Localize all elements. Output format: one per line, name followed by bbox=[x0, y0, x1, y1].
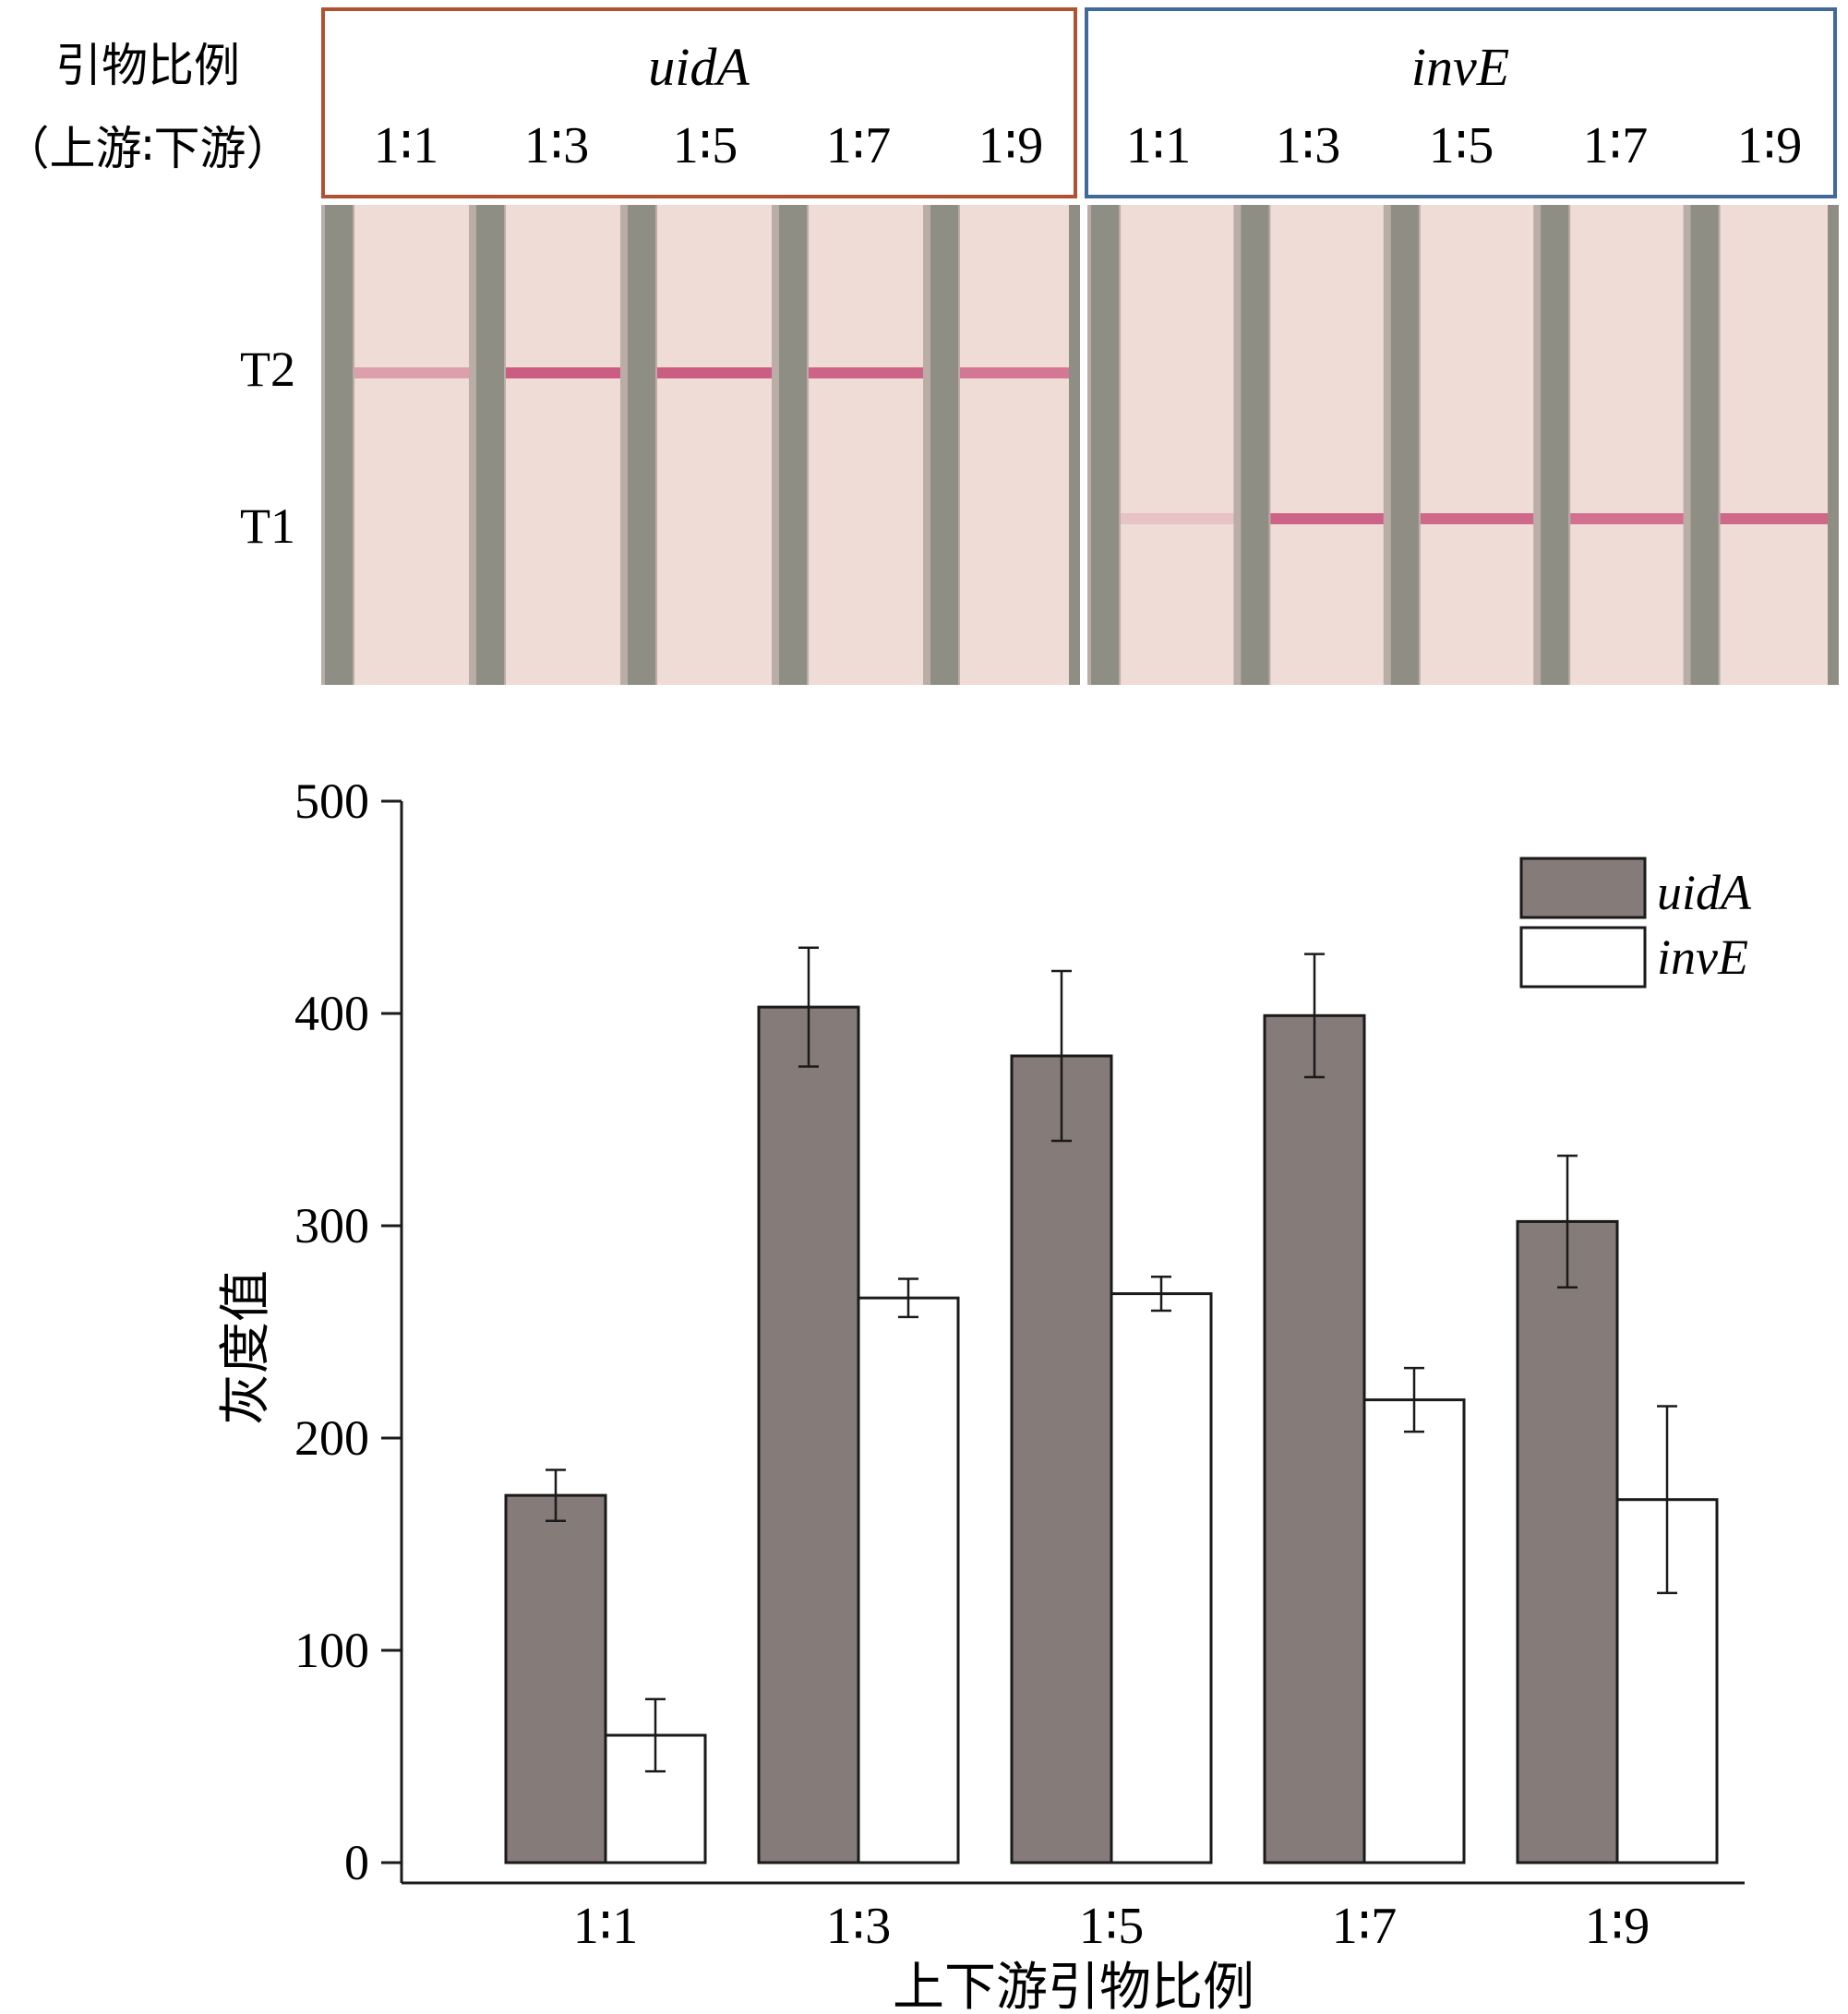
test-line-band bbox=[657, 367, 772, 378]
bar-uidA-2 bbox=[757, 1005, 860, 1864]
gene-title-uida: uidA bbox=[648, 37, 750, 97]
frame-uida bbox=[321, 7, 1077, 198]
strip-divider bbox=[1241, 205, 1269, 685]
test-strip bbox=[1720, 205, 1833, 685]
test-line-band bbox=[354, 367, 469, 378]
bar-series bbox=[504, 946, 1719, 1864]
x-tick-label: 1∶9 bbox=[1585, 1898, 1650, 1955]
test-strip bbox=[1121, 205, 1234, 685]
strip-divider bbox=[1828, 205, 1839, 685]
legend-swatch-inve bbox=[1519, 926, 1647, 989]
strip-divider bbox=[1091, 205, 1119, 685]
test-line-band bbox=[809, 367, 923, 378]
x-axis-ticks: 1∶1 1∶3 1∶5 1∶7 1∶9 bbox=[573, 1898, 1650, 1955]
y-axis-ticks: 0 100 200 300 400 500 bbox=[294, 773, 402, 1890]
strip-photo-uida bbox=[321, 205, 1080, 685]
test-line-band bbox=[1270, 513, 1384, 524]
bar-uidA-5 bbox=[1516, 1219, 1619, 1864]
x-tick-label: 1∶5 bbox=[1079, 1898, 1145, 1955]
y-tick-label: 300 bbox=[294, 1198, 369, 1253]
strip-divider bbox=[1541, 205, 1569, 685]
y-axis-label: 灰度值 bbox=[216, 1270, 276, 1425]
ratio-label-inve-1: 1∶1 bbox=[1126, 117, 1192, 174]
frame-inve bbox=[1085, 7, 1837, 198]
ratio-label-uida-1: 1∶1 bbox=[374, 117, 439, 174]
legend-swatch-uida bbox=[1519, 857, 1647, 919]
bar-uidA-4 bbox=[1263, 1013, 1366, 1864]
ratio-label-uida-2: 1∶3 bbox=[524, 117, 590, 174]
test-strip bbox=[960, 205, 1074, 685]
y-tick-label: 100 bbox=[294, 1623, 369, 1678]
strip-divider bbox=[1069, 205, 1080, 685]
strip-divider bbox=[779, 205, 807, 685]
legend: uidA invE bbox=[1519, 857, 1752, 989]
bar-uidA-1 bbox=[504, 1493, 607, 1864]
strip-divider bbox=[628, 205, 655, 685]
test-line-band bbox=[506, 367, 620, 378]
strip-divider bbox=[930, 205, 958, 685]
ratio-label-inve-2: 1∶3 bbox=[1276, 117, 1341, 174]
y-tick-label: 0 bbox=[344, 1835, 369, 1890]
bar-invE-4 bbox=[1362, 1398, 1466, 1864]
test-strip bbox=[1420, 205, 1534, 685]
test-strip bbox=[1270, 205, 1384, 685]
test-strip bbox=[809, 205, 923, 685]
upstream-downstream-label: （上游∶下游） bbox=[3, 122, 292, 175]
bar-invE-3 bbox=[1110, 1292, 1213, 1864]
strip-divider bbox=[1390, 205, 1419, 685]
test-strip bbox=[1570, 205, 1684, 685]
test-line-band bbox=[1570, 513, 1684, 524]
y-tick-label: 400 bbox=[294, 986, 369, 1041]
bar-invE-2 bbox=[857, 1296, 960, 1864]
strip-divider bbox=[325, 205, 353, 685]
chart-axes bbox=[400, 801, 1745, 1885]
bar-chart: 0 100 200 300 400 500 1∶1 1∶3 1∶5 1∶7 1∶9 灰度值 上下游… bbox=[216, 773, 1752, 2014]
y-tick-label: 500 bbox=[294, 773, 369, 829]
ratio-label-inve-4: 1∶7 bbox=[1583, 117, 1649, 174]
x-tick-label: 1∶7 bbox=[1332, 1898, 1398, 1955]
line-label-t1: T1 bbox=[240, 498, 295, 554]
strip-photo-inve bbox=[1087, 205, 1839, 685]
test-line-band bbox=[960, 367, 1074, 378]
x-tick-label: 1∶1 bbox=[573, 1898, 639, 1955]
test-line-band bbox=[1420, 513, 1534, 524]
line-label-t2: T2 bbox=[240, 342, 295, 397]
test-line-band bbox=[1720, 513, 1833, 524]
ratio-label-inve-5: 1∶9 bbox=[1737, 117, 1803, 174]
test-strip bbox=[657, 205, 772, 685]
strip-divider bbox=[1690, 205, 1719, 685]
strip-divider bbox=[476, 205, 504, 685]
test-strip bbox=[506, 205, 620, 685]
ratio-label-inve-3: 1∶5 bbox=[1429, 117, 1494, 174]
ratio-label-uida-4: 1∶7 bbox=[826, 117, 892, 174]
legend-label-uida: uidA bbox=[1657, 865, 1752, 920]
test-line-band bbox=[1121, 513, 1234, 524]
x-axis-label: 上下游引物比例 bbox=[893, 1958, 1254, 2014]
x-tick-label: 1∶3 bbox=[826, 1898, 892, 1955]
primer-ratio-label: 引物比例 bbox=[55, 39, 240, 92]
strip-panel: 引物比例 （上游∶下游） T2 T1 uidA 1∶1 1∶3 1∶5 1∶7 … bbox=[3, 7, 1839, 685]
ratio-label-uida-5: 1∶9 bbox=[978, 117, 1044, 174]
gene-title-inve: invE bbox=[1411, 37, 1509, 97]
legend-label-inve: invE bbox=[1657, 929, 1748, 985]
bar-uidA-3 bbox=[1010, 1054, 1113, 1864]
y-tick-label: 200 bbox=[294, 1410, 369, 1466]
ratio-label-uida-3: 1∶5 bbox=[673, 117, 738, 174]
test-strip bbox=[354, 205, 469, 685]
